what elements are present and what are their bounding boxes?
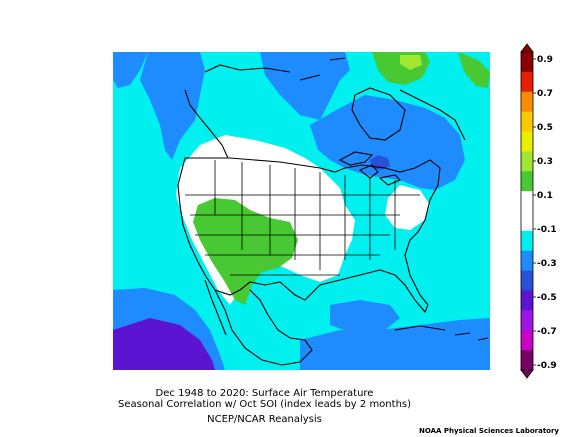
colorbar-segment [521, 350, 533, 371]
blue-region-northwest [140, 52, 205, 160]
coastlines-and-borders [177, 57, 489, 366]
blue-region-great-lakes [310, 95, 465, 190]
colorbar-segment [521, 310, 533, 331]
colorbar-segment [521, 151, 533, 172]
colorbar-segment [521, 71, 533, 93]
colorbar-segment [521, 330, 533, 351]
colorbar-label: 0.1 [537, 191, 553, 201]
colorbar-segment [521, 211, 533, 232]
colorbar-segment [521, 230, 533, 252]
cuba [394, 325, 446, 331]
colorbar-segment [521, 250, 533, 271]
colorbar-label: 0.3 [537, 157, 553, 167]
baja [204, 279, 227, 336]
alaska-coast [184, 89, 229, 159]
colorbar-label: -0.7 [537, 327, 557, 337]
colorbar-label: -0.3 [537, 259, 557, 269]
caption-line-3: NCEP/NCAR Reanalysis [207, 414, 322, 425]
state-lines [185, 160, 420, 276]
blue-region-north-central [260, 52, 350, 120]
colorbar-bottom-arrow [520, 369, 534, 379]
blue-region-gulf [330, 300, 400, 332]
us-outline [177, 157, 441, 314]
mexico-outline [214, 289, 313, 366]
colorbar-segment [521, 131, 533, 152]
white-region-east [385, 185, 430, 230]
colorbar-label: -0.1 [537, 225, 557, 235]
green-region-southwest [193, 198, 298, 305]
blue-region-alaska-edge [113, 52, 148, 88]
credit-text: NOAA Physical Sciences Laboratory [418, 427, 559, 435]
colorbar-label: 0.5 [537, 123, 553, 133]
caption-line-1: Dec 1948 to 2020: Surface Air Temperatur… [155, 388, 374, 399]
colorbar-top-arrow [520, 43, 534, 53]
colorbar: 0.9 0.7 0.5 0.3 0.1 -0.1 -0.3 -0.5 -0.7 -0.9 [520, 43, 557, 379]
caption-line-2: Seasonal Correlation w/ Oct SOI (index l… [117, 399, 412, 410]
colorbar-segment [521, 270, 533, 291]
great-lakes [338, 151, 401, 186]
map-panel [113, 52, 490, 370]
canada-north-coast [204, 57, 466, 141]
colorbar-label: -0.5 [537, 293, 557, 303]
colorbar-label: -0.9 [537, 361, 557, 371]
colorbar-segment [521, 191, 533, 212]
lightgreen-spot-labrador [400, 55, 422, 70]
hudson-bay [351, 87, 406, 141]
colorbar-segment [521, 91, 533, 112]
colorbar-label: 0.7 [537, 89, 553, 99]
colorbar-segment [521, 111, 533, 132]
islands [454, 332, 489, 341]
colorbar-segment [521, 171, 533, 192]
green-region-greenland [458, 52, 490, 88]
purple-region-pacific [113, 318, 215, 370]
colorbar-segment [521, 290, 533, 311]
colorbar-label: 0.9 [537, 55, 553, 65]
colorbar-segment [521, 52, 533, 73]
